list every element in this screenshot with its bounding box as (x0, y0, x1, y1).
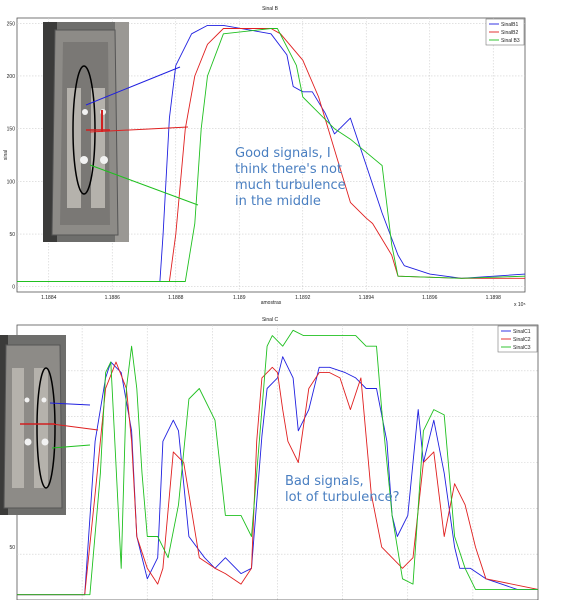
legend-c-label-3: SinalC3 (513, 345, 531, 351)
x-tick-label-b-2: 1.1888 (168, 295, 184, 301)
legend-b-label-3: Sinal B3 (501, 38, 520, 44)
x-tick-label-b-1: 1.1886 (105, 295, 121, 301)
inset-photo-sensor-b (43, 22, 129, 242)
pointer-c-blue (49, 402, 91, 406)
legend-c-label-1: SinalC1 (513, 329, 531, 335)
y-tick-label-b-3: 150 (7, 127, 16, 133)
y-tick-label-b-1: 50 (9, 232, 15, 238)
series-line-b-1 (17, 24, 526, 282)
photo-c-highlight-ellipse (36, 367, 56, 489)
photo-c-hole-4 (41, 438, 49, 446)
annotation-bad-line-2: lot of turbulence? (285, 490, 400, 505)
panel-b-legend: SinalB1 SinalB2 Sinal B3 (485, 18, 525, 46)
pointer-b-green (89, 164, 199, 206)
annotation-good-line-4: in the middle (235, 194, 321, 209)
series-line-b-3 (17, 28, 526, 282)
panel-b-ylabel: sinal (3, 150, 9, 160)
x-tick-label-b-3: 1.189 (233, 295, 246, 301)
legend-c-label-2: SinalC2 (513, 337, 531, 343)
photo-c-hole-2 (41, 397, 47, 403)
photo-b-hole-4 (100, 156, 108, 164)
x-tick-label-b-6: 1.1896 (422, 295, 438, 301)
y-tick-label-b-0: 0 (12, 285, 15, 291)
panel-c-title: Sinal C (262, 317, 279, 323)
x-tick-label-b-7: 1.1898 (486, 295, 502, 301)
series-line-b-2 (17, 28, 525, 282)
x-tick-label-b-0: 1.1884 (41, 295, 57, 301)
panel-b-tick-labels: 1.1884 1.1886 1.1888 1.189 1.1892 1.1894 1.189… (7, 21, 501, 301)
annotation-good-line-1: Good signals, I (235, 146, 331, 161)
pointer-b-red (89, 126, 189, 133)
panel-b-x-exponent: x 10⁵ (514, 302, 526, 308)
legend-b-label-1: SinalB1 (501, 22, 518, 28)
photo-c-strip-right (34, 368, 48, 488)
panel-b-series-lines (17, 24, 526, 282)
photo-b-strip-right (91, 88, 105, 208)
photo-b-hole-1 (82, 109, 88, 115)
pointer-c-red (51, 423, 99, 431)
legend-b-label-2: SinalB2 (501, 30, 518, 36)
panel-c-grid (17, 325, 538, 600)
panel-sinal-c: Sinal C 50 SinalC1 SinalC2 SinalC3 (0, 310, 562, 600)
photo-c-strip-left (12, 368, 24, 488)
photo-b-hole-3 (80, 156, 88, 164)
annotation-good-line-3: much turbulence (235, 178, 346, 193)
photo-b-right-shadow (115, 22, 129, 242)
x-tick-label-b-5: 1.1894 (359, 295, 375, 301)
panel-b-title: Sinal B (262, 6, 279, 12)
y-tick-label-b-2: 100 (7, 179, 16, 185)
series-line-c-2 (17, 361, 539, 596)
panel-c-legend: SinalC1 SinalC2 SinalC3 (497, 325, 538, 353)
annotation-good-signals: Good signals, I think there's not much t… (235, 146, 350, 209)
panel-c-tick-labels: 50 (9, 545, 15, 551)
y-tick-label-b-5: 250 (7, 21, 16, 27)
pointer-b-blue (85, 66, 181, 106)
annotation-bad-signals: Bad signals, lot of turbulence? (285, 474, 400, 505)
x-tick-label-b-4: 1.1892 (295, 295, 311, 301)
photo-c-left-shadow (0, 335, 8, 515)
panel-sinal-b: Sinal B 1.1884 1.1886 1.1888 1.189 1.1892 1.1… (3, 6, 526, 308)
pointer-c-green (51, 444, 91, 449)
panel-c-series-lines (17, 329, 539, 596)
series-line-c-3 (17, 329, 538, 596)
panel-b-xlabel: amostras (261, 300, 282, 306)
annotation-good-line-2: think there's not (235, 162, 342, 177)
photo-c-hole-1 (24, 397, 30, 403)
y-tick-label-b-4: 200 (7, 74, 16, 80)
y-tick-label-c-0: 50 (9, 545, 15, 551)
photo-c-hole-3 (24, 438, 32, 446)
inset-photo-sensor-c (0, 335, 66, 515)
annotation-bad-line-1: Bad signals, (285, 474, 364, 489)
